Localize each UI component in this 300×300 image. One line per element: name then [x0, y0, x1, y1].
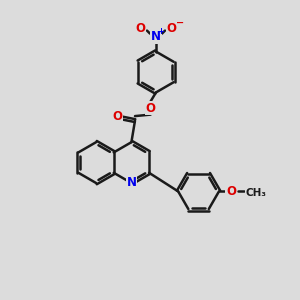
Text: N: N [126, 176, 136, 190]
Text: N: N [151, 30, 161, 43]
Text: O: O [146, 101, 156, 115]
Text: O: O [167, 22, 177, 35]
Text: O: O [226, 185, 236, 198]
Text: O: O [135, 22, 146, 35]
Text: O: O [112, 110, 122, 124]
Text: +: + [157, 27, 164, 36]
Text: CH₃: CH₃ [245, 188, 266, 198]
Text: −: − [176, 18, 184, 28]
